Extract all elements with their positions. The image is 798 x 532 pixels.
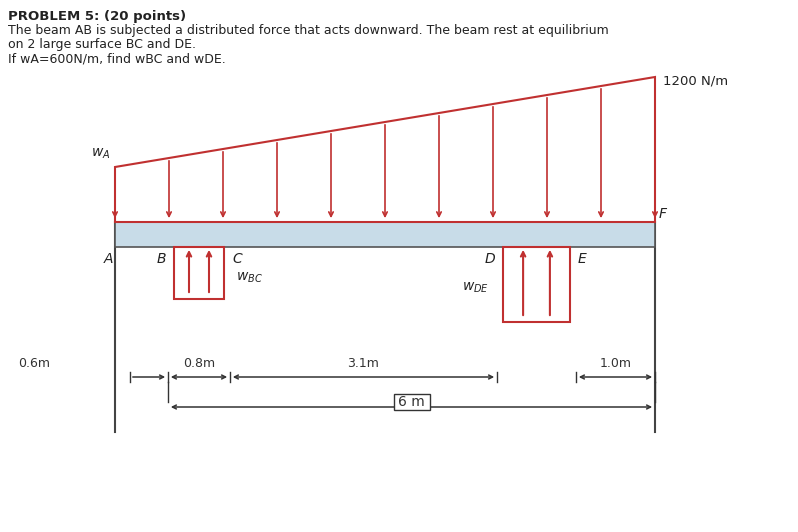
Text: 1200 N/m: 1200 N/m [663, 75, 728, 88]
Text: $w_A$: $w_A$ [91, 147, 110, 161]
Text: B: B [156, 252, 166, 266]
Text: C: C [232, 252, 242, 266]
Text: PROBLEM 5: (20 points): PROBLEM 5: (20 points) [8, 10, 186, 23]
Text: The beam AB is subjected a distributed force that acts downward. The beam rest a: The beam AB is subjected a distributed f… [8, 24, 609, 37]
Bar [115, 222, 655, 247]
Text: 1.0m: 1.0m [599, 357, 631, 370]
Text: 0.8m: 0.8m [183, 357, 215, 370]
Bar [503, 247, 570, 322]
Text: $w_{DE}$: $w_{DE}$ [462, 281, 489, 295]
Bar [393, 394, 429, 410]
Text: D: D [484, 252, 495, 266]
Text: F: F [659, 207, 667, 221]
Text: E: E [578, 252, 587, 266]
Text: $w_{BC}$: $w_{BC}$ [236, 271, 263, 285]
Text: A: A [104, 252, 113, 266]
Text: If wA=600N/m, find wBC and wDE.: If wA=600N/m, find wBC and wDE. [8, 52, 226, 65]
Text: 6 m: 6 m [398, 395, 425, 409]
Text: 0.6m: 0.6m [18, 357, 50, 370]
Bar [174, 247, 224, 299]
Text: on 2 large surface BC and DE.: on 2 large surface BC and DE. [8, 38, 196, 51]
Text: 3.1m: 3.1m [348, 357, 379, 370]
